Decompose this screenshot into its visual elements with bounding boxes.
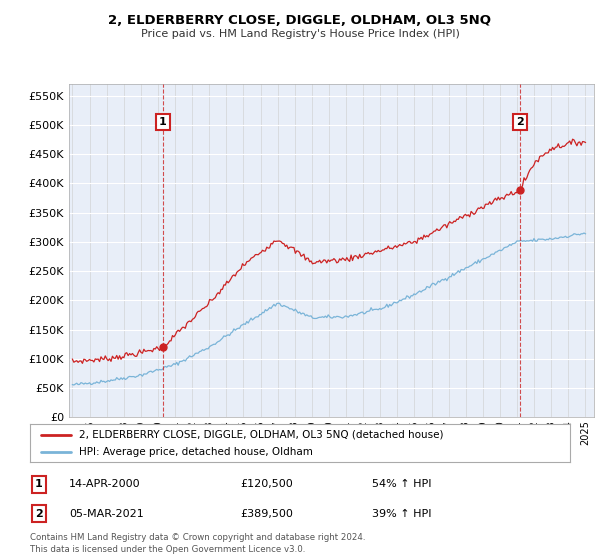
Text: 1: 1 bbox=[159, 117, 167, 127]
Text: 1: 1 bbox=[35, 479, 43, 489]
Text: Price paid vs. HM Land Registry's House Price Index (HPI): Price paid vs. HM Land Registry's House … bbox=[140, 29, 460, 39]
Text: 54% ↑ HPI: 54% ↑ HPI bbox=[372, 479, 431, 489]
Text: 39% ↑ HPI: 39% ↑ HPI bbox=[372, 508, 431, 519]
Text: Contains HM Land Registry data © Crown copyright and database right 2024.
This d: Contains HM Land Registry data © Crown c… bbox=[30, 533, 365, 554]
Text: 2, ELDERBERRY CLOSE, DIGGLE, OLDHAM, OL3 5NQ (detached house): 2, ELDERBERRY CLOSE, DIGGLE, OLDHAM, OL3… bbox=[79, 430, 443, 440]
Text: 2, ELDERBERRY CLOSE, DIGGLE, OLDHAM, OL3 5NQ: 2, ELDERBERRY CLOSE, DIGGLE, OLDHAM, OL3… bbox=[109, 14, 491, 27]
Text: 2: 2 bbox=[516, 117, 524, 127]
Text: £120,500: £120,500 bbox=[240, 479, 293, 489]
Text: £389,500: £389,500 bbox=[240, 508, 293, 519]
Text: 14-APR-2000: 14-APR-2000 bbox=[69, 479, 140, 489]
Text: HPI: Average price, detached house, Oldham: HPI: Average price, detached house, Oldh… bbox=[79, 447, 313, 458]
Text: 05-MAR-2021: 05-MAR-2021 bbox=[69, 508, 144, 519]
Text: 2: 2 bbox=[35, 508, 43, 519]
